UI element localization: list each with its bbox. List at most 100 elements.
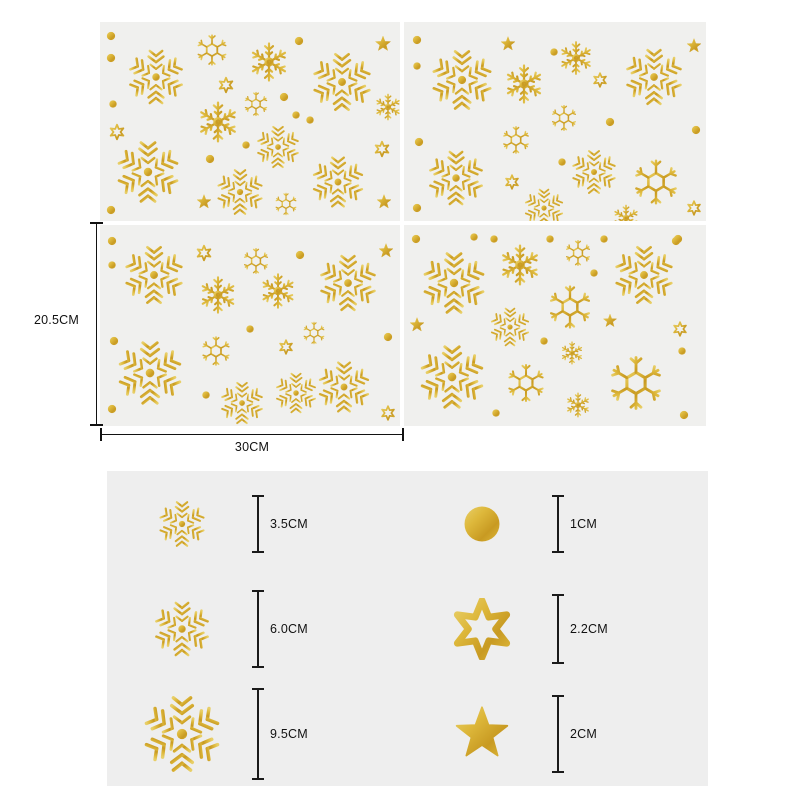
legend-measure-bar xyxy=(252,494,264,553)
legend-column-left: 3.5CM 6.0CM 9.5CM xyxy=(107,471,407,786)
dot-icon xyxy=(107,236,117,246)
star-icon xyxy=(407,681,557,786)
star-icon xyxy=(593,72,608,88)
snowflake-icon xyxy=(545,282,595,332)
snowflake-icon xyxy=(605,352,667,414)
snowflake-icon xyxy=(273,370,319,416)
star-icon xyxy=(603,313,618,329)
snowflake-icon xyxy=(247,40,291,84)
snowflake-icon xyxy=(502,62,546,106)
dot-icon xyxy=(691,125,701,135)
legend-size-label: 2CM xyxy=(570,726,597,741)
legend-size-label: 3.5CM xyxy=(270,516,308,531)
snowflake-icon xyxy=(254,123,302,171)
snowflake-icon xyxy=(107,681,257,786)
snowflake-icon xyxy=(497,242,543,288)
dot-icon xyxy=(108,261,116,269)
snowflake-icon xyxy=(114,337,186,409)
dot-icon xyxy=(413,62,421,70)
dot-icon xyxy=(109,336,119,346)
snowflake-icon xyxy=(373,92,400,122)
snowflake-icon xyxy=(428,46,496,114)
snowflake-icon xyxy=(315,358,373,416)
snowflake-icon xyxy=(214,166,266,218)
snowflake-icon xyxy=(121,242,187,308)
star-icon xyxy=(196,194,212,210)
legend-measure-bar xyxy=(252,589,264,668)
dot-icon xyxy=(550,48,558,56)
legend-measure-bar xyxy=(552,494,564,553)
snowflake-icon xyxy=(301,320,327,346)
legend-size-label: 9.5CM xyxy=(270,726,308,741)
dot-icon xyxy=(383,332,393,342)
snowflake-icon xyxy=(316,251,380,315)
width-dimension-line xyxy=(100,428,404,441)
dot-icon xyxy=(106,53,116,63)
star-icon xyxy=(218,76,234,94)
star-icon xyxy=(376,194,392,210)
snowflake-icon xyxy=(199,334,233,368)
dot-icon xyxy=(205,154,215,164)
dot-icon xyxy=(679,410,689,420)
snowflake-icon xyxy=(425,147,487,209)
star-icon xyxy=(687,200,702,216)
dot-icon xyxy=(600,235,608,243)
snowflake-icon xyxy=(242,90,270,118)
dot-icon xyxy=(292,111,300,119)
snowflake-icon xyxy=(309,49,375,115)
snowflake-icon xyxy=(504,361,548,405)
legend-row-star-six-hollow: 2.2CM xyxy=(407,576,707,681)
star-icon xyxy=(500,36,516,52)
dot-icon xyxy=(202,391,210,399)
star-icon xyxy=(375,35,392,53)
dot-icon xyxy=(673,234,683,244)
sticker-sheet-top-left xyxy=(100,22,400,221)
snowflake-icon xyxy=(107,471,257,576)
dot-icon xyxy=(295,250,305,260)
dot-icon xyxy=(106,205,116,215)
snowflake-icon xyxy=(241,246,271,276)
snowflake-icon xyxy=(559,340,585,366)
sticker-sheet-top-right xyxy=(404,22,706,221)
star-icon xyxy=(686,38,702,54)
snowflake-icon xyxy=(195,99,241,145)
dot-icon xyxy=(109,100,117,108)
snowflake-icon xyxy=(419,248,489,318)
snowflake-icon xyxy=(630,156,682,208)
snowflake-icon xyxy=(611,203,641,221)
dot-icon xyxy=(294,36,304,46)
snowflake-icon xyxy=(563,238,593,268)
star-icon xyxy=(109,123,125,141)
legend-size-label: 6.0CM xyxy=(270,621,308,636)
star-icon xyxy=(381,405,396,421)
legend-row-star-five-solid: 2CM xyxy=(407,681,707,786)
snowflake-icon xyxy=(416,341,488,413)
snowflake-icon xyxy=(273,191,299,217)
height-dimension-label: 20.5CM xyxy=(34,313,79,327)
dot-icon xyxy=(279,92,289,102)
legend-size-label: 2.2CM xyxy=(570,621,608,636)
snowflake-icon xyxy=(500,124,532,156)
dot-icon xyxy=(412,35,422,45)
star-icon xyxy=(279,339,294,355)
dot-icon xyxy=(492,409,500,417)
snowflake-icon xyxy=(218,379,266,426)
sticker-sheet-bottom-left xyxy=(100,225,400,426)
snowflake-icon xyxy=(107,576,257,681)
star-icon xyxy=(374,140,390,158)
star-icon xyxy=(378,243,394,259)
snowflake-icon xyxy=(488,305,532,349)
dot-icon xyxy=(490,235,498,243)
dot-icon xyxy=(470,233,478,241)
dot-icon xyxy=(411,234,421,244)
dot-icon xyxy=(242,141,250,149)
legend-size-label: 1CM xyxy=(570,516,597,531)
dot-icon xyxy=(558,158,566,166)
snowflake-icon xyxy=(194,32,230,68)
snowflake-icon xyxy=(309,153,367,211)
dot-icon xyxy=(407,471,557,576)
star-icon xyxy=(196,244,212,262)
legend-row-dot: 1CM xyxy=(407,471,707,576)
size-legend-panel: 3.5CM 6.0CM 9.5CM 1CM 2.2CM 2CM xyxy=(107,471,708,786)
dot-icon xyxy=(246,325,254,333)
